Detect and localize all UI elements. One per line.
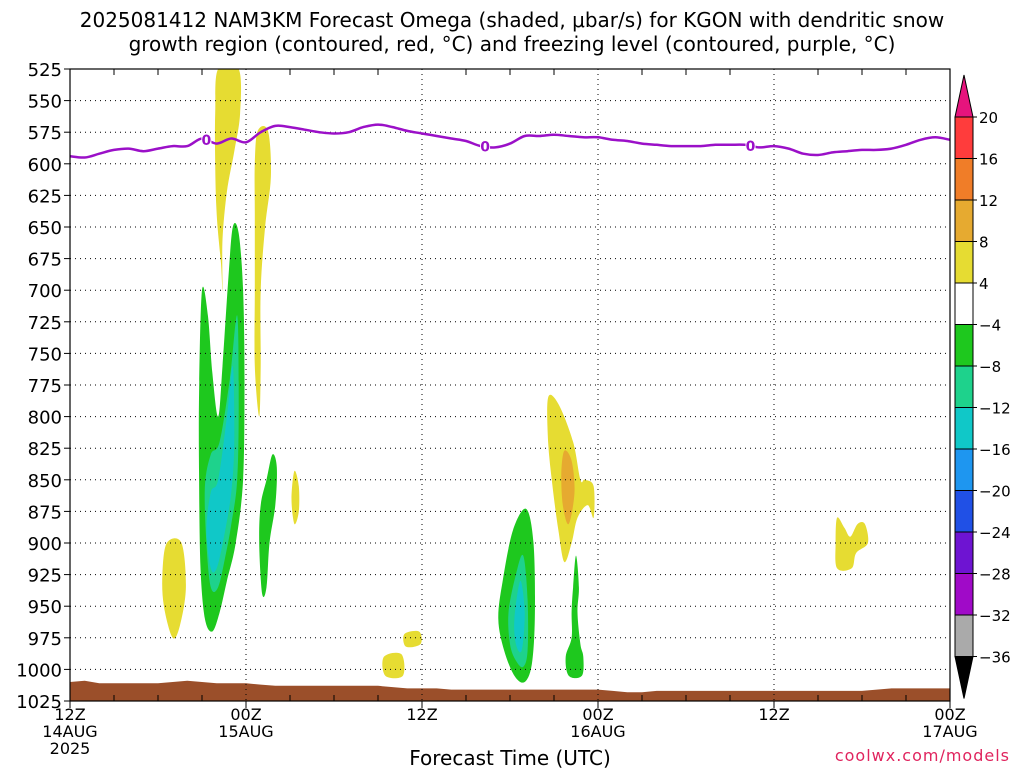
chart-title-line-1: 2025081412 NAM3KM Forecast Omega (shaded…	[79, 8, 945, 32]
colorbar-tick-label-3: 8	[979, 234, 989, 252]
y-tick-label-900: 900	[28, 534, 62, 555]
y-tick-label-825: 825	[28, 439, 62, 460]
colorbar-cell-12	[954, 614, 974, 657]
x-tick-label-48-0: 12Z	[758, 705, 789, 724]
omega-region-2	[162, 538, 186, 639]
y-tick-label-750: 750	[28, 344, 62, 365]
x-tick-label-36-0: 00Z	[582, 705, 613, 724]
colorbar-tick-label-8: −16	[979, 441, 1011, 459]
x-tick-label-0-0: 12Z	[54, 705, 85, 724]
x-tick-label-12-0: 00Z	[230, 705, 261, 724]
y-tick-label-775: 775	[28, 376, 62, 397]
y-axis: 525 550 575 600 625 650 675 700 725 750 775 800 825 8…	[16, 60, 70, 713]
colorbar-tick-label-4: 4	[979, 275, 989, 293]
y-tick-label-575: 575	[28, 123, 62, 144]
y-tick-label-950: 950	[28, 597, 62, 618]
colorbar-tick-label-0: 20	[979, 109, 998, 127]
omega-shading-layer	[162, 69, 869, 683]
x-tick-label-0-2: 2025	[50, 739, 91, 758]
colorbar-cell-1	[954, 158, 974, 201]
x-axis-label: Forecast Time (UTC)	[409, 746, 611, 768]
colorbar-cell-4	[954, 282, 974, 325]
omega-region-15	[514, 580, 525, 653]
y-tick-label-850: 850	[28, 471, 62, 492]
colorbar-tick-label-6: −8	[979, 358, 1001, 376]
x-tick-label-36-1: 16AUG	[570, 722, 625, 741]
colorbar-legend: 20 16 12 8 4 −4 −8 −12 −16 −20 −24 −28 −32 −36	[954, 74, 1011, 699]
y-tick-label-600: 600	[28, 155, 62, 176]
colorbar-cell-6	[954, 365, 974, 408]
colorbar-cell-5	[954, 324, 974, 367]
freezing-level-label-bg-0	[201, 133, 212, 148]
freezing-level-label-0: 0	[202, 133, 212, 149]
colorbar-tick-label-13: −36	[979, 649, 1011, 667]
x-tick-label-0-1: 14AUG	[42, 722, 97, 741]
y-tick-label-800: 800	[28, 408, 62, 429]
y-tick-label-550: 550	[28, 92, 62, 113]
colorbar-cell-3	[954, 241, 974, 284]
colorbar-cell-9	[954, 490, 974, 533]
omega-region-5	[403, 630, 422, 648]
omega-region-0	[214, 69, 242, 291]
x-tick-label-12-1: 15AUG	[218, 722, 273, 741]
y-tick-label-875: 875	[28, 502, 62, 523]
y-tick-label-625: 625	[28, 186, 62, 207]
colorbar-tick-label-9: −20	[979, 483, 1011, 501]
colorbar-tick-label-2: 12	[979, 192, 998, 210]
colorbar-cell-8	[954, 448, 974, 491]
freezing-level-line	[70, 123, 950, 159]
omega-region-8	[835, 517, 869, 571]
colorbar-tick-label-7: −12	[979, 400, 1011, 418]
freezing-level-label-bg-1	[480, 139, 491, 154]
colorbar-cell-0	[954, 116, 974, 159]
y-tick-label-1025: 1025	[16, 692, 62, 713]
omega-region-12	[259, 454, 277, 598]
colorbar-cell-7	[954, 407, 974, 450]
y-tick-label-1000: 1000	[16, 660, 62, 681]
x-tick-label-24-0: 12Z	[406, 705, 437, 724]
colorbar-tick-label-5: −4	[979, 317, 1001, 335]
colorbar-tick-label-10: −24	[979, 524, 1011, 542]
colorbar-bottom-arrow	[954, 656, 974, 699]
chart-title-line-2: growth region (contoured, red, °C) and f…	[128, 32, 896, 56]
colorbar-cell-11	[954, 573, 974, 616]
y-tick-label-975: 975	[28, 629, 62, 650]
omega-region-16	[565, 555, 584, 679]
x-tick-label-60-1: 17AUG	[922, 722, 977, 741]
omega-region-7	[561, 450, 575, 525]
omega-region-1	[254, 126, 272, 417]
freezing-level-label-2: 0	[746, 139, 756, 155]
y-tick-label-650: 650	[28, 218, 62, 239]
y-tick-label-925: 925	[28, 566, 62, 587]
colorbar-tick-label-11: −28	[979, 566, 1011, 584]
colorbar-top-arrow	[954, 74, 974, 118]
omega-region-11	[206, 365, 235, 573]
colorbar-tick-label-12: −32	[979, 607, 1011, 625]
omega-region-4	[382, 652, 405, 679]
grid-layer	[70, 69, 950, 701]
y-tick-label-525: 525	[28, 60, 62, 81]
credit-text: coolwx.com/models	[834, 746, 1010, 765]
colorbar-cell-2	[954, 199, 974, 242]
freezing-level-label-1: 0	[480, 139, 490, 155]
omega-region-3	[291, 470, 300, 525]
colorbar-cell-10	[954, 531, 974, 574]
x-tick-label-60-0: 00Z	[934, 705, 965, 724]
y-tick-label-725: 725	[28, 313, 62, 334]
freezing-level-label-bg-2	[745, 138, 756, 153]
colorbar-tick-label-1: 16	[979, 151, 998, 169]
y-tick-label-675: 675	[28, 250, 62, 271]
y-tick-label-700: 700	[28, 281, 62, 302]
freezing-level-layer: 0 0 0	[70, 123, 950, 159]
